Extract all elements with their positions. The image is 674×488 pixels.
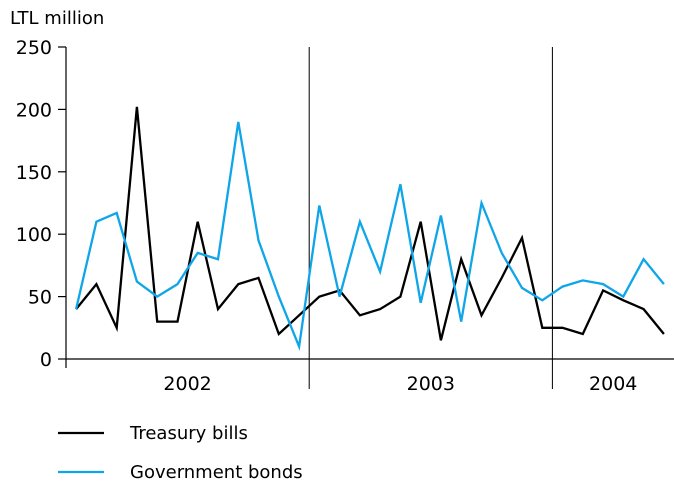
legend-label: Treasury bills (129, 423, 248, 444)
legend: Treasury bills Government bonds (58, 423, 303, 483)
y-tick-label: 100 (16, 224, 52, 246)
y-ticks: 0 50 100 150 200 250 (16, 37, 66, 371)
y-tick-label: 0 (40, 349, 52, 371)
y-tick-label: 200 (16, 99, 52, 121)
x-year-label: 2003 (407, 373, 455, 395)
series-line-treasury-bills (75, 106, 665, 341)
x-year-label: 2004 (589, 373, 637, 395)
y-axis-unit-label: LTL million (10, 8, 104, 29)
legend-label: Government bonds (130, 462, 303, 483)
series-line-government-bonds (74, 121, 665, 351)
y-tick-label: 250 (16, 37, 52, 59)
y-tick-label: 150 (16, 162, 52, 184)
y-tick-label: 50 (28, 287, 52, 309)
x-year-label: 2002 (163, 373, 211, 395)
axes (65, 47, 674, 389)
x-year-labels: 2002 2003 2004 (163, 373, 637, 395)
series-lines (74, 106, 665, 351)
